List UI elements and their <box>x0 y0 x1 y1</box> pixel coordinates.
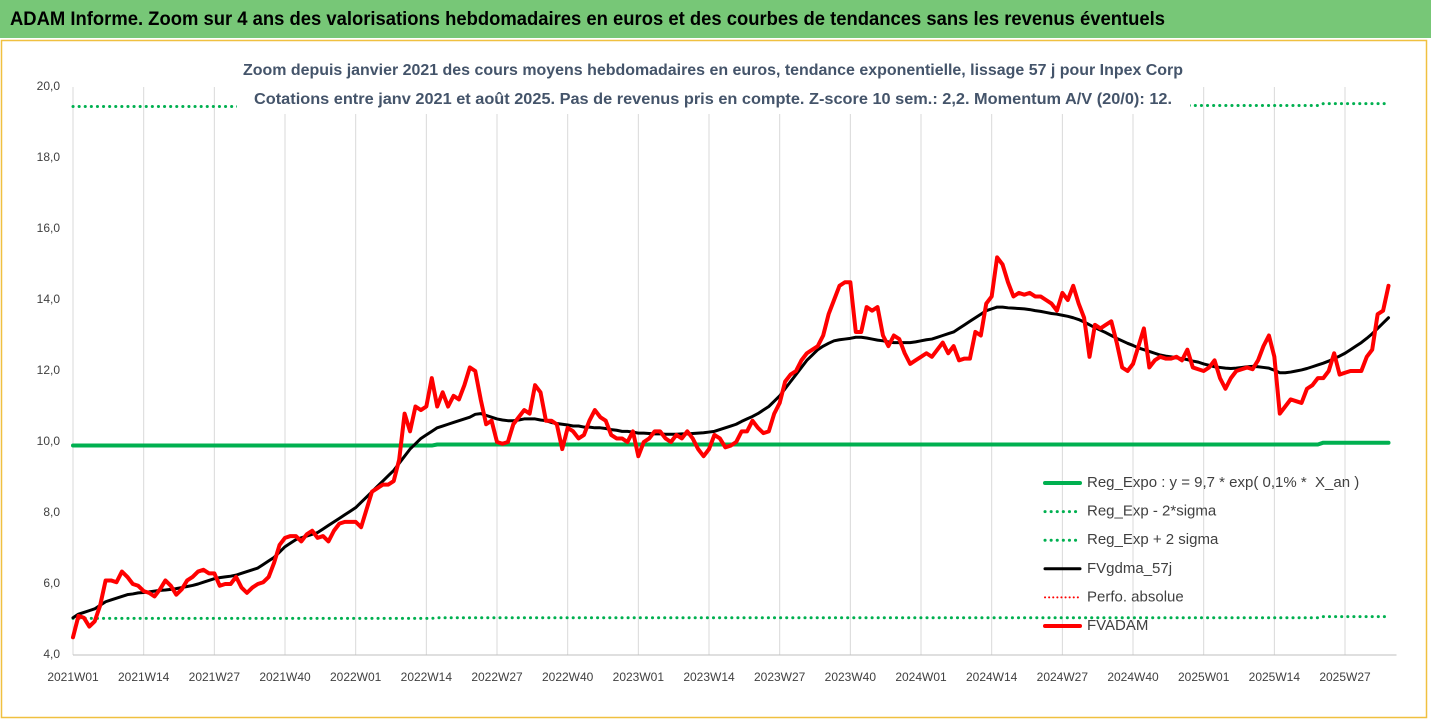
x-tick-label: 2025W27 <box>1319 670 1371 684</box>
x-tick-label: 2022W27 <box>471 670 523 684</box>
legend-label: Reg_Exp - 2*sigma <box>1087 503 1217 520</box>
x-tick-label: 2023W01 <box>613 670 665 684</box>
x-tick-label: 2023W40 <box>825 670 877 684</box>
legend-label: FVgdma_57j <box>1087 560 1172 577</box>
x-tick-label: 2024W14 <box>966 670 1018 684</box>
x-tick-label: 2022W14 <box>401 670 453 684</box>
x-tick-label: 2024W01 <box>895 670 947 684</box>
x-tick-label: 2021W27 <box>189 670 241 684</box>
x-tick-label: 2021W14 <box>118 670 170 684</box>
x-tick-label: 2023W14 <box>683 670 735 684</box>
legend-label: Reg_Expo : y = 9,7 * exp( 0,1% * X_an ) <box>1087 474 1359 491</box>
y-tick-label: 8,0 <box>43 505 60 519</box>
x-tick-label: 2024W40 <box>1107 670 1159 684</box>
x-tick-label: 2021W40 <box>259 670 311 684</box>
x-tick-label: 2022W40 <box>542 670 594 684</box>
x-tick-label: 2025W01 <box>1178 670 1230 684</box>
y-tick-label: 6,0 <box>43 576 60 590</box>
chart-title: Zoom depuis janvier 2021 des cours moyen… <box>243 62 1183 79</box>
y-tick-label: 10,0 <box>37 434 61 448</box>
y-tick-label: 12,0 <box>37 363 61 377</box>
legend-label: Perfo. absolue <box>1087 588 1184 605</box>
title-box <box>237 56 1190 114</box>
y-tick-label: 20,0 <box>37 79 61 93</box>
y-tick-label: 4,0 <box>43 647 60 661</box>
legend: Reg_Expo : y = 9,7 * exp( 0,1% * X_an ) R… <box>1043 474 1359 634</box>
series-line <box>71 615 1391 620</box>
x-tick-label: 2023W27 <box>754 670 806 684</box>
x-tick-label: 2025W14 <box>1249 670 1301 684</box>
x-tick-label: 2024W27 <box>1037 670 1089 684</box>
chart-subtitle: Cotations entre janv 2021 et août 2025. … <box>254 91 1172 108</box>
chart-frame <box>0 39 1428 719</box>
series-line <box>71 255 1391 640</box>
legend-label: Reg_Exp + 2 sigma <box>1087 531 1219 548</box>
plot: 4,0 6,0 8,0 10,0 12,0 14,0 16,0 18,0 20,0 2021W01… <box>37 79 1397 684</box>
legend-label: FVADAM <box>1087 617 1148 634</box>
y-tick-label: 16,0 <box>37 221 61 235</box>
header-bar <box>0 0 1431 38</box>
y-tick-label: 18,0 <box>37 150 61 164</box>
header-title: ADAM Informe. Zoom sur 4 ans des valoris… <box>10 9 1165 30</box>
y-tick-label: 14,0 <box>37 292 61 306</box>
x-tick-label: 2022W01 <box>330 670 382 684</box>
series-line <box>71 305 1391 620</box>
x-tick-label: 2021W01 <box>47 670 99 684</box>
